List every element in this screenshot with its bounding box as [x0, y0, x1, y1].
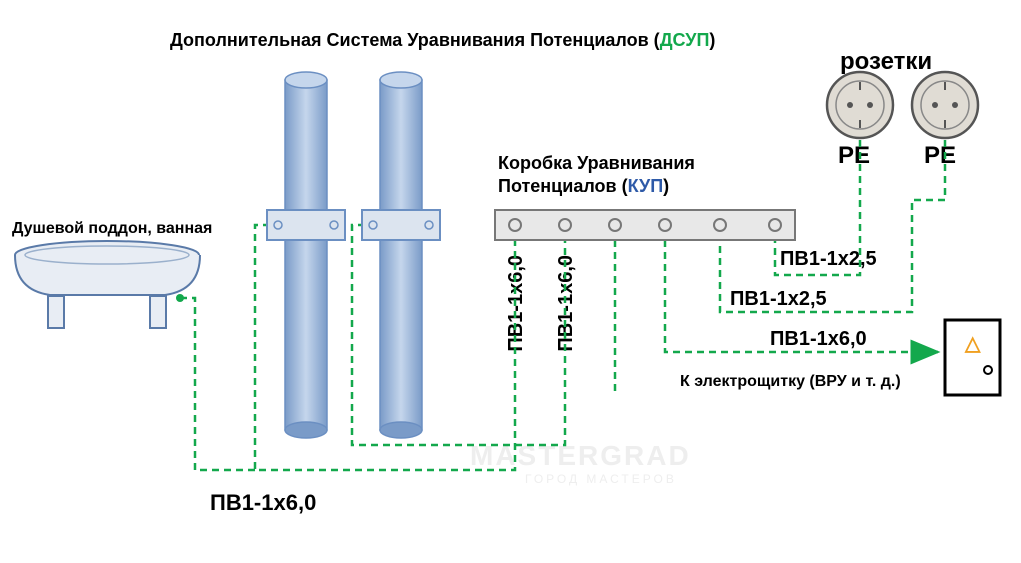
wires-group: [40, 140, 945, 500]
socket-2: [912, 72, 978, 138]
wire-tub-real: [180, 298, 255, 470]
busbar: [495, 210, 795, 240]
wire-panel: [665, 240, 938, 352]
panel-triangle-icon: △: [964, 333, 981, 355]
pipe-1: [267, 72, 345, 438]
clamp-2: [362, 210, 440, 240]
bathtub: [15, 241, 200, 328]
socket-1: [827, 72, 893, 138]
diagram-svg: △: [0, 0, 1021, 563]
panel-box: △: [945, 320, 1000, 395]
clamp-1: [267, 210, 345, 240]
wire-socket1: [775, 140, 860, 275]
pipe-2: [362, 72, 440, 438]
